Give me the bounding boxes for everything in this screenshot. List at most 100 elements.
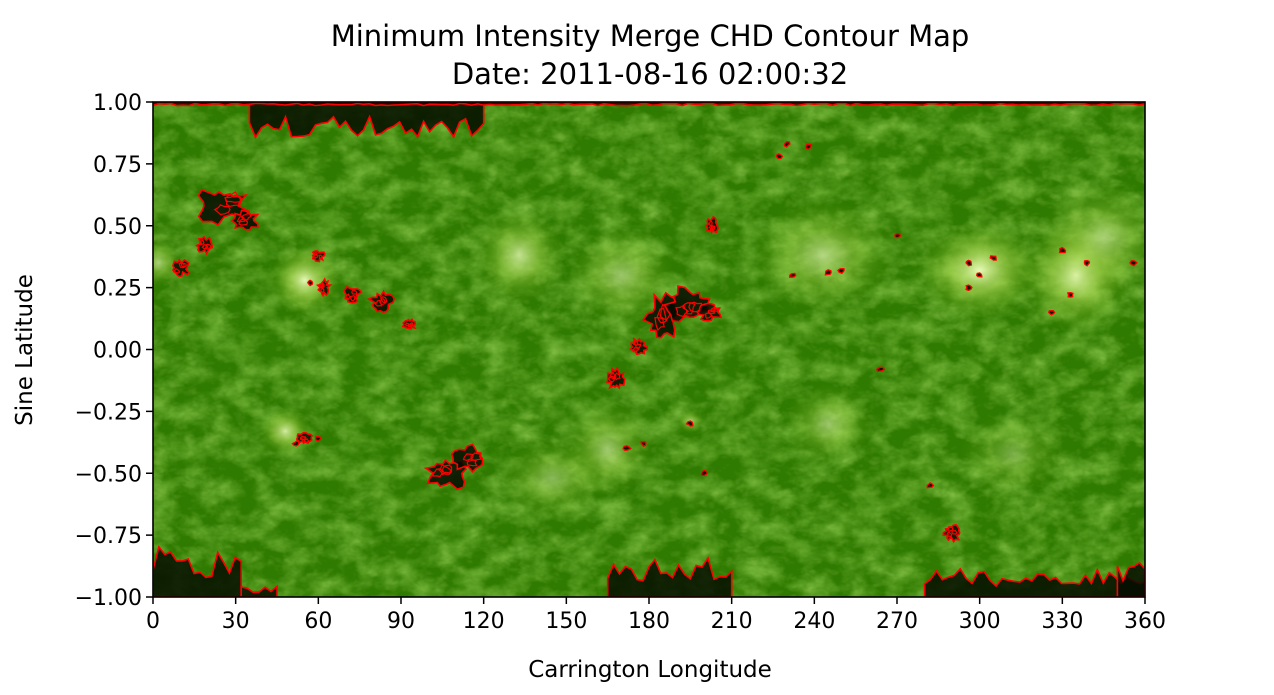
- bright-region: [752, 200, 894, 311]
- plot-area: [153, 102, 1145, 597]
- coronal-hole-contour: [682, 302, 696, 315]
- contour-speckle: [1129, 260, 1139, 267]
- x-tick-label: 330: [1041, 609, 1083, 634]
- contour-speckle: [894, 233, 902, 239]
- x-tick-label: 60: [304, 609, 332, 634]
- coronal-hole-contour: [946, 531, 953, 538]
- polar-hole-contour: [240, 584, 278, 597]
- coronal-hole-contour: [710, 306, 719, 313]
- y-tick-label: 1.00: [93, 91, 142, 116]
- x-tick-label: 210: [711, 609, 753, 634]
- bright-region: [784, 384, 873, 464]
- coronal-hole-contour: [951, 529, 958, 535]
- contour-speckle: [783, 141, 791, 148]
- coronal-hole-contour: [656, 307, 668, 324]
- bright-region: [153, 239, 181, 287]
- contour-speckle: [837, 267, 845, 274]
- coronal-hole-contour: [204, 243, 212, 250]
- y-tick-label: 0.25: [93, 277, 142, 302]
- coronal-hole-contour: [675, 304, 690, 318]
- y-axis-ticks: 1.00 0.75 0.50 0.25 0.00 −0.25 −0.50 −0.75 −1.00: [75, 91, 153, 611]
- heatmap-loops: [153, 102, 1145, 597]
- contour-speckle: [307, 279, 314, 287]
- coronal-hole-layer: [153, 102, 1145, 597]
- coronal-hole-contour: [303, 438, 310, 444]
- bright-region: [917, 222, 1042, 318]
- contour-speckle: [640, 441, 647, 448]
- contour-speckle: [789, 272, 797, 278]
- x-tick-label: 270: [876, 609, 918, 634]
- x-tick-label: 90: [387, 609, 415, 634]
- coronal-hole-contour: [180, 262, 187, 269]
- contour-speckle: [775, 153, 784, 160]
- y-tick-label: −0.75: [75, 524, 142, 549]
- x-axis-label: Carrington Longitude: [528, 657, 772, 683]
- contour-speckle: [700, 469, 709, 477]
- coronal-hole-contour: [635, 343, 641, 350]
- coronal-hole-contour: [241, 212, 252, 221]
- polar-hole-contour: [248, 102, 485, 140]
- bright-region: [258, 407, 312, 455]
- coronal-hole-contour: [349, 295, 356, 302]
- coronal-hole-contour: [708, 224, 715, 231]
- chart-subtitle: Date: 2011-08-16 02:00:32: [452, 57, 848, 91]
- contour-speckle: [1083, 259, 1091, 267]
- coronal-hole-contour: [351, 289, 358, 295]
- y-tick-label: −0.25: [75, 400, 142, 425]
- contour-speckle: [965, 284, 973, 292]
- coronal-hole-contour: [224, 191, 243, 203]
- coronal-hole-contour: [320, 282, 325, 288]
- contour-speckle: [965, 259, 973, 267]
- contour-speckle: [291, 440, 300, 447]
- coronal-hole-contour: [470, 452, 483, 461]
- coronal-hole-contour: [631, 347, 640, 353]
- coronal-hole-contour: [344, 293, 352, 301]
- coronal-hole-contour: [409, 321, 414, 327]
- y-tick-label: 0.50: [93, 215, 142, 240]
- x-tick-label: 30: [222, 609, 250, 634]
- coronal-hole-contour: [432, 468, 447, 478]
- bright-region: [568, 227, 675, 323]
- contour-speckle: [314, 436, 322, 442]
- bright-region: [269, 244, 340, 316]
- bright-region: [499, 438, 606, 518]
- coronal-hole-contour: [450, 443, 484, 474]
- x-tick-label: 150: [545, 609, 587, 634]
- x-tick-label: 360: [1124, 609, 1166, 634]
- polar-hole-contour: [1116, 561, 1145, 597]
- contour-speckle: [685, 420, 694, 427]
- coronal-hole-contour: [318, 254, 323, 259]
- coronal-hole-contour: [236, 215, 245, 223]
- x-tick-label: 300: [959, 609, 1001, 634]
- coronal-hole-contour: [437, 463, 452, 476]
- coronal-hole-contour: [947, 526, 954, 532]
- coronal-hole-contour: [173, 268, 181, 274]
- contour-speckle: [1047, 310, 1056, 316]
- contour-speckle: [1058, 246, 1067, 254]
- x-tick-label: 240: [793, 609, 835, 634]
- coronal-hole-contour: [704, 312, 713, 319]
- x-tick-label: 120: [463, 609, 505, 634]
- coronal-hole-contour: [313, 251, 319, 256]
- bright-region: [959, 413, 1066, 494]
- coronal-hole-contour: [374, 299, 383, 307]
- y-tick-label: −0.50: [75, 462, 142, 487]
- coronal-hole-contour: [320, 286, 325, 294]
- bright-region-layer: [153, 182, 1145, 518]
- polar-hole-contour: [153, 545, 242, 597]
- coronal-hole-contour: [404, 322, 410, 327]
- y-tick-label: 0.75: [93, 153, 142, 178]
- coronal-hole-contour: [609, 371, 616, 380]
- contour-speckle: [622, 445, 632, 451]
- polar-hole-contour: [153, 102, 1145, 107]
- coronal-hole-contour: [710, 225, 716, 231]
- contour-speckle: [824, 269, 832, 276]
- bright-region: [475, 207, 564, 303]
- contour-speckle: [989, 255, 997, 261]
- coronal-hole-contour: [654, 316, 665, 332]
- contour-speckle: [805, 143, 813, 150]
- x-tick-label: 180: [628, 609, 670, 634]
- y-axis-label: Sine Latitude: [12, 274, 38, 426]
- y-tick-label: 0.00: [93, 339, 142, 364]
